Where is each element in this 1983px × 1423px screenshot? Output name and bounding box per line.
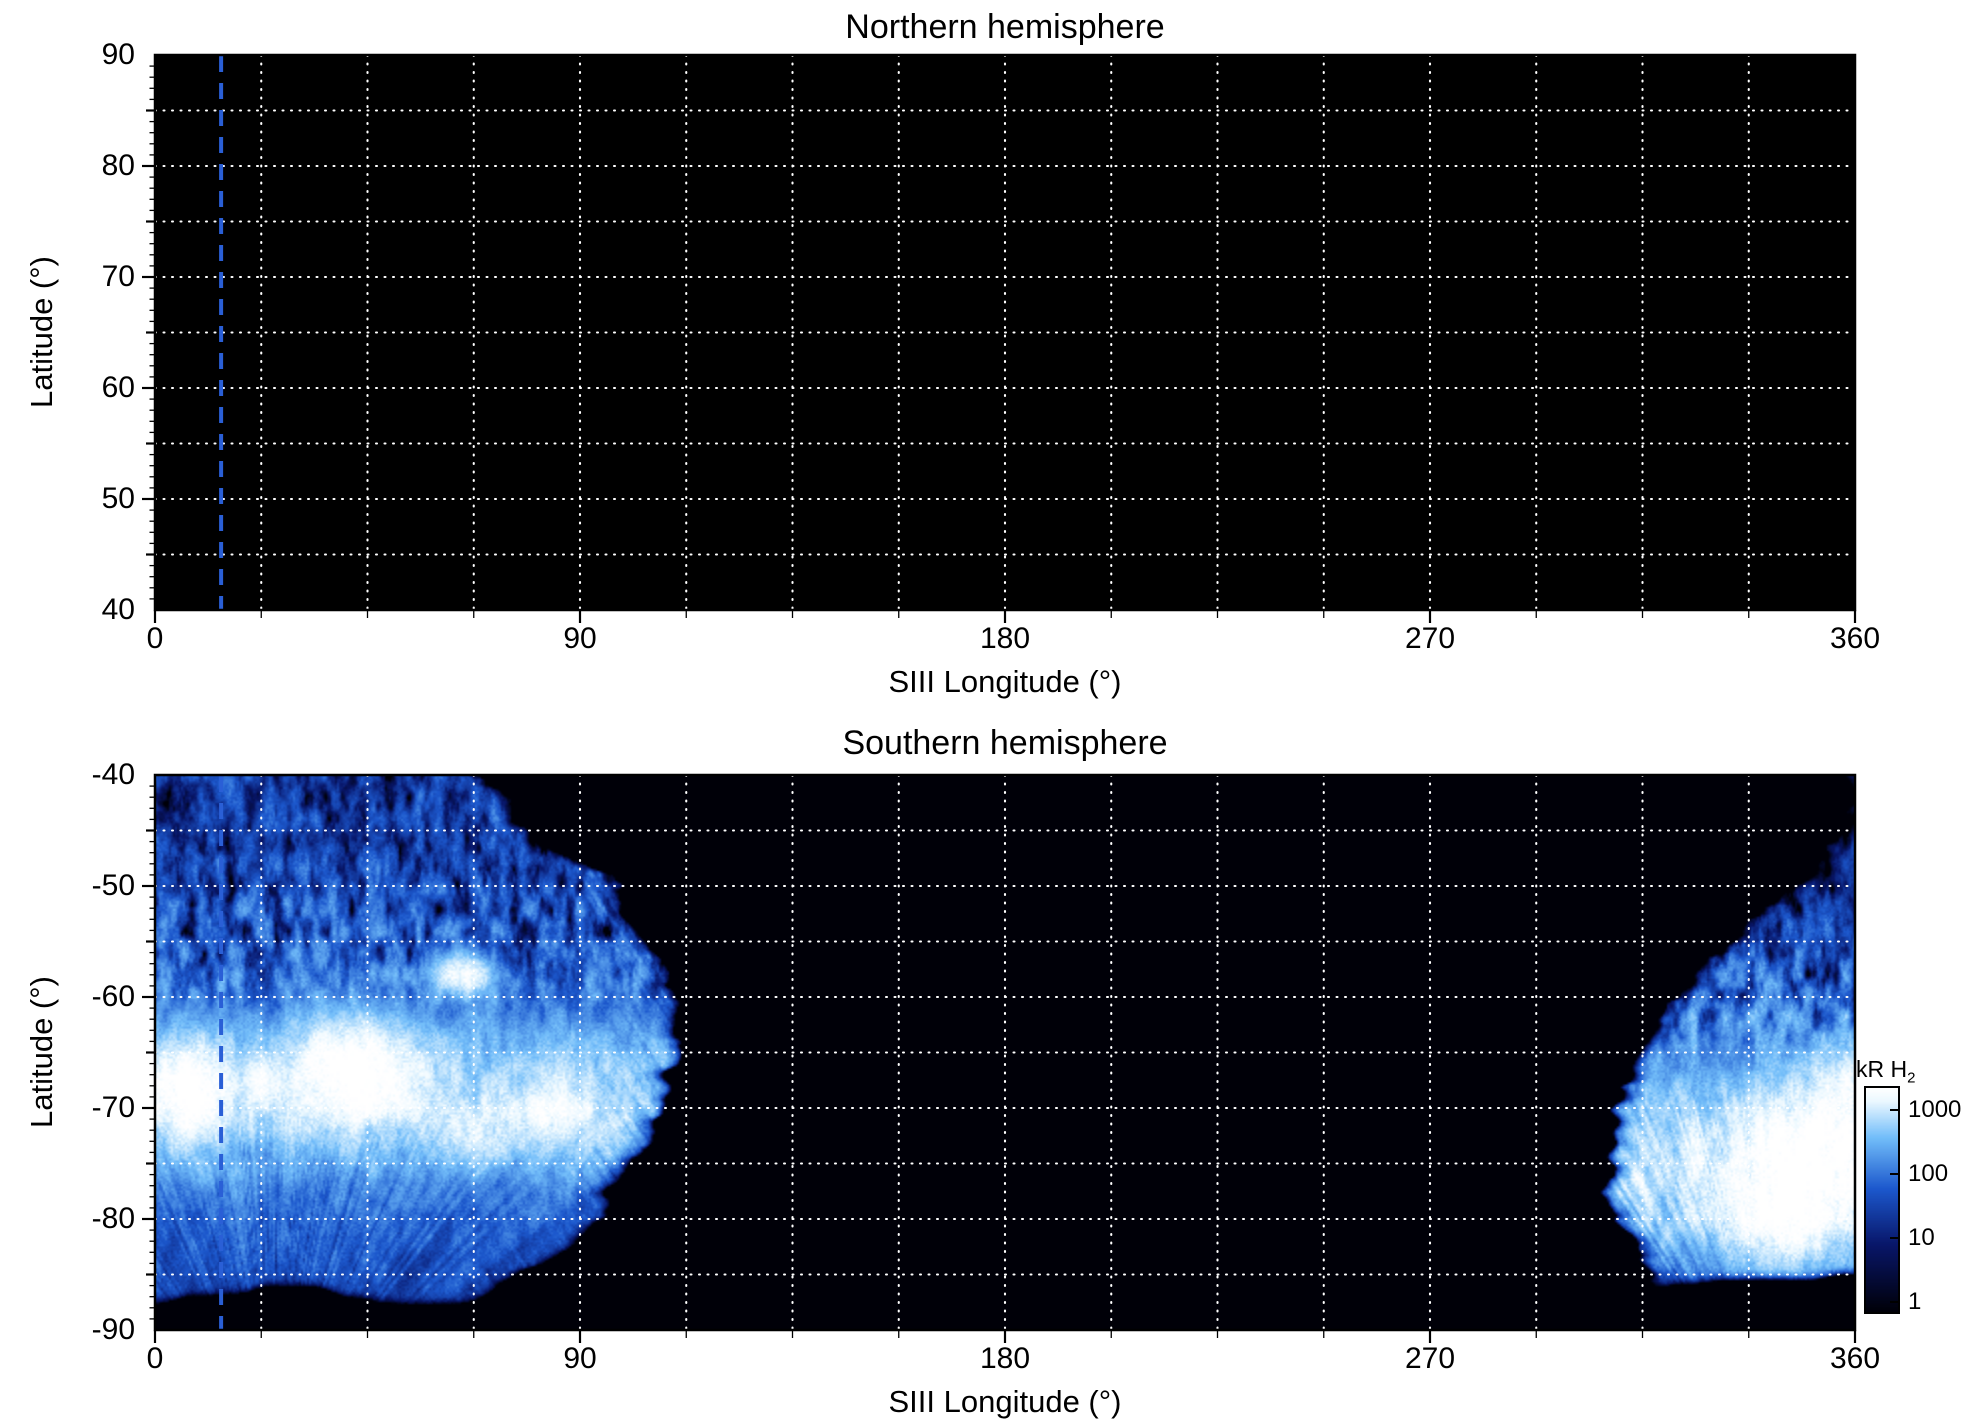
y-tick-label: 60: [101, 371, 135, 404]
colorbar-label: kR H2: [1856, 1056, 1915, 1087]
y-tick-label: -70: [91, 1091, 135, 1124]
x-tick-label: 0: [146, 622, 164, 655]
y-tick-label: 70: [101, 260, 135, 293]
south-x-axis-label: SIII Longitude (°): [888, 1384, 1122, 1419]
colorbar-label-main: kR H: [1856, 1056, 1908, 1082]
colorbar-tick-mark: [1890, 1109, 1898, 1112]
x-tick-label: 270: [1404, 622, 1456, 655]
colorbar-label-sub: 2: [1907, 1069, 1916, 1087]
y-tick-label: -60: [91, 980, 135, 1013]
x-tick-label: 360: [1829, 1342, 1881, 1375]
y-tick-label: -50: [91, 869, 135, 902]
colorbar-tick-label: 100: [1908, 1160, 1949, 1188]
colorbar-tick-label: 1000: [1908, 1096, 1962, 1124]
colorbar-tick-label: 10: [1908, 1224, 1935, 1252]
x-tick-label: 360: [1829, 622, 1881, 655]
x-tick-label: 180: [979, 622, 1031, 655]
y-tick-label: -90: [91, 1313, 135, 1346]
y-tick-label: 40: [101, 593, 135, 626]
colorbar-tick-mark: [1890, 1300, 1898, 1303]
north-x-axis-label: SIII Longitude (°): [888, 664, 1122, 699]
x-tick-label: 180: [979, 1342, 1031, 1375]
y-tick-label: 90: [101, 38, 135, 71]
colorbar-tick-mark: [1890, 1237, 1898, 1240]
north-heatmap: [142, 53, 1857, 623]
x-tick-label: 270: [1404, 1342, 1456, 1375]
south-title: Southern hemisphere: [842, 724, 1168, 762]
north-title: Northern hemisphere: [845, 8, 1165, 46]
colorbar-gradient: [1864, 1086, 1900, 1314]
y-tick-label: 80: [101, 149, 135, 182]
x-tick-label: 90: [563, 1342, 597, 1375]
x-tick-label: 0: [146, 1342, 164, 1375]
north-heatmap-canvas: [155, 55, 1855, 610]
south-heatmap: [142, 773, 1857, 1343]
y-tick-label: 50: [101, 482, 135, 515]
x-tick-label: 90: [563, 622, 597, 655]
y-tick-label: -80: [91, 1202, 135, 1235]
y-tick-label: -40: [91, 758, 135, 791]
south-heatmap-canvas: [155, 775, 1855, 1330]
colorbar-tick-mark: [1890, 1173, 1898, 1176]
colorbar-tick-label: 1: [1908, 1287, 1922, 1315]
